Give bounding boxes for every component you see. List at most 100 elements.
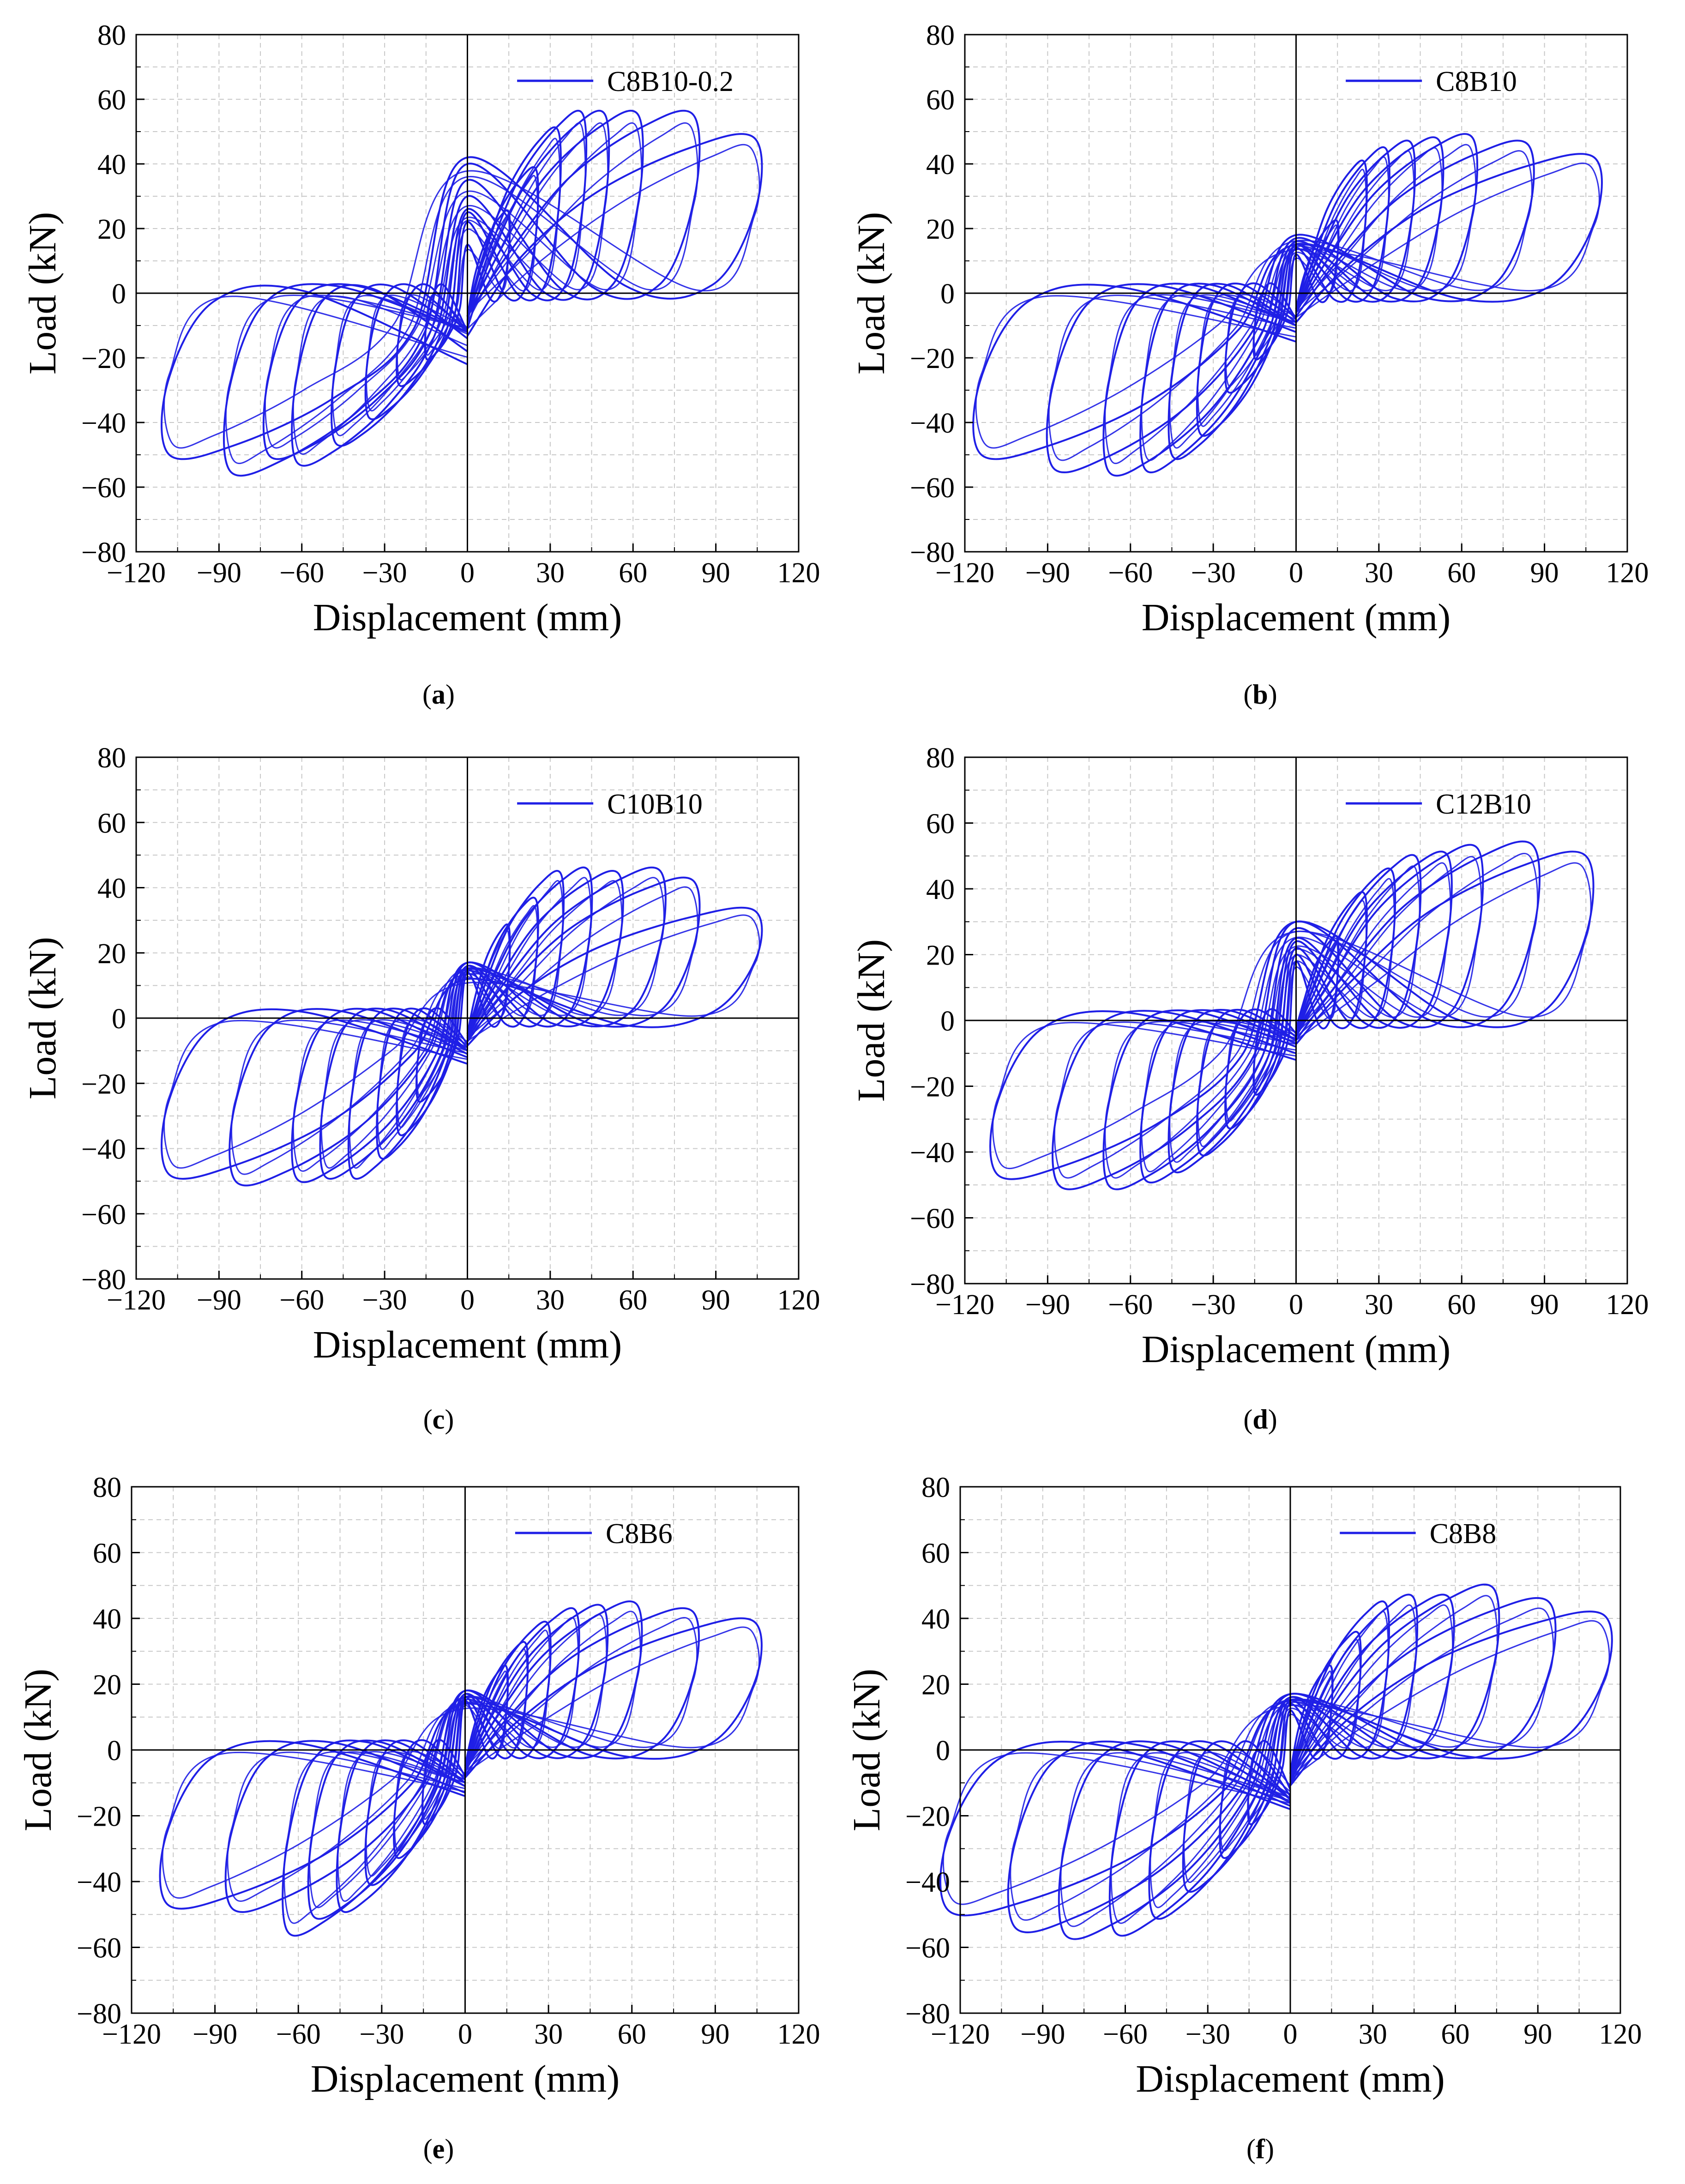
hysteresis-loop	[161, 133, 763, 460]
x-tick-label: 30	[534, 2019, 563, 2050]
y-tick-label: 60	[926, 808, 955, 840]
x-tick-label: 30	[1365, 1289, 1393, 1321]
hysteresis-loop	[1139, 136, 1444, 474]
curve-c	[161, 866, 763, 1187]
x-tick-label: −60	[1108, 557, 1153, 589]
x-tick-label: −120	[107, 1285, 166, 1316]
x-tick-label: 90	[702, 557, 730, 589]
y-tick-label: 40	[921, 1604, 950, 1635]
y-tick-label: −60	[81, 472, 126, 504]
x-tick-label: 0	[1283, 2019, 1298, 2050]
y-tick-label: 0	[940, 278, 955, 310]
legend-label: C10B10	[607, 789, 703, 820]
x-tick-label: 90	[701, 2019, 729, 2050]
x-tick-label: −30	[359, 2019, 404, 2050]
x-tick-label: −30	[362, 557, 407, 589]
x-tick-label: −90	[1020, 2019, 1065, 2050]
y-tick-label: 0	[112, 278, 126, 310]
x-tick-label: 120	[777, 1285, 820, 1316]
hysteresis-loop	[159, 1617, 763, 1910]
y-tick-label: −40	[910, 1137, 955, 1169]
x-tick-label: 60	[619, 557, 647, 589]
x-tick-label: 90	[1523, 2019, 1552, 2050]
chart-panel-b: −120 −90 −60 −30 0 30 60 90 120 −80 −60 −40 −20 0 20 40…	[850, 20, 1649, 639]
hysteresis-loop	[336, 1607, 580, 1913]
chart-panel-a: −120 −90 −60 −30 0 30 60 90 120 −80 −60 −40 −20 0 20 40…	[21, 20, 820, 639]
hysteresis-loop-repeat	[231, 886, 698, 1175]
hysteresis-loop	[972, 153, 1603, 460]
y-tick-label: −20	[81, 1068, 126, 1100]
hysteresis-loop	[1102, 844, 1484, 1190]
y-tick-label: 60	[926, 84, 955, 116]
x-tick-label: −90	[193, 2019, 237, 2050]
hysteresis-loop-repeat	[283, 1611, 641, 1924]
hysteresis-loop	[161, 906, 763, 1180]
x-tick-label: −60	[279, 557, 324, 589]
y-axis-title: Load (kN)	[845, 1669, 888, 1831]
hysteresis-loop-repeat	[942, 1620, 1610, 1905]
x-tick-label: 90	[1530, 1289, 1559, 1321]
hysteresis-loop	[1102, 133, 1479, 477]
x-tick-label: 120	[1599, 2019, 1642, 2050]
y-tick-label: 80	[93, 1472, 121, 1503]
hysteresis-loop-repeat	[163, 144, 760, 449]
hysteresis-loop-repeat	[1141, 862, 1451, 1172]
legend-label: C8B10	[1436, 66, 1517, 97]
chart-panel-f: −120 −90 −60 −30 0 30 60 90 120 −80 −60 −40 −20 0 20 40…	[845, 1472, 1642, 2100]
panel-caption-e: (e)	[423, 2134, 454, 2164]
x-tick-label: 30	[536, 557, 565, 589]
hysteresis-loop	[282, 1600, 643, 1937]
panel-caption-c: (c)	[423, 1404, 454, 1435]
y-tick-label: −40	[81, 1134, 126, 1165]
y-tick-label: −80	[905, 1998, 950, 2030]
hysteresis-loop-repeat	[227, 1617, 698, 1902]
x-tick-label: 30	[1365, 557, 1393, 589]
x-tick-label: −30	[1186, 2019, 1230, 2050]
y-tick-label: 20	[93, 1670, 121, 1701]
hysteresis-loop	[291, 866, 667, 1183]
hysteresis-loop-repeat	[225, 122, 698, 465]
hysteresis-loop-repeat	[1110, 1604, 1454, 1924]
hysteresis-loop	[1167, 139, 1416, 460]
y-tick-label: −20	[77, 1801, 121, 1833]
hysteresis-loop-repeat	[162, 1626, 760, 1899]
x-tick-label: −30	[362, 1285, 407, 1316]
x-tick-label: 0	[460, 1285, 475, 1316]
x-tick-label: −30	[1191, 1289, 1236, 1321]
y-tick-label: 40	[97, 149, 126, 181]
chart-panel-d: −120 −90 −60 −30 0 30 60 90 120 −80 −60 −40 −20 0 20 40…	[850, 742, 1649, 1371]
x-tick-label: −120	[935, 1289, 994, 1321]
x-tick-label: −90	[1025, 557, 1070, 589]
y-tick-label: 0	[936, 1735, 950, 1767]
legend-label: C12B10	[1436, 789, 1531, 820]
x-tick-label: 0	[1289, 1289, 1303, 1321]
y-tick-label: −60	[910, 1203, 955, 1235]
x-tick-label: −90	[197, 557, 241, 589]
x-tick-label: 60	[1447, 557, 1476, 589]
x-tick-label: 90	[1530, 557, 1559, 589]
hysteresis-loop-repeat	[1225, 169, 1367, 387]
y-tick-label: −80	[910, 537, 955, 568]
y-tick-label: −20	[910, 1072, 955, 1103]
hysteresis-loop-repeat	[265, 122, 643, 449]
y-tick-label: 80	[97, 742, 126, 774]
hysteresis-loop	[224, 1607, 700, 1913]
panel-caption-f: (f)	[1246, 2134, 1274, 2164]
y-tick-label: 60	[921, 1538, 950, 1569]
hysteresis-loop-repeat	[292, 122, 609, 455]
x-tick-label: 60	[1447, 1289, 1476, 1321]
y-tick-label: −20	[81, 343, 126, 374]
y-tick-label: 20	[97, 214, 126, 245]
y-tick-label: −20	[910, 343, 955, 374]
y-tick-label: −40	[81, 408, 126, 439]
x-tick-label: 30	[536, 1285, 565, 1316]
y-tick-label: 0	[112, 1003, 126, 1035]
x-tick-label: −30	[1191, 557, 1236, 589]
x-tick-label: −90	[1025, 1289, 1070, 1321]
legend-label: C8B10-0.2	[607, 66, 734, 97]
y-tick-label: −80	[77, 1998, 121, 2030]
x-tick-label: −120	[107, 557, 166, 589]
y-tick-label: 40	[93, 1604, 121, 1635]
y-tick-label: 80	[926, 20, 955, 51]
x-tick-label: −120	[935, 557, 994, 589]
